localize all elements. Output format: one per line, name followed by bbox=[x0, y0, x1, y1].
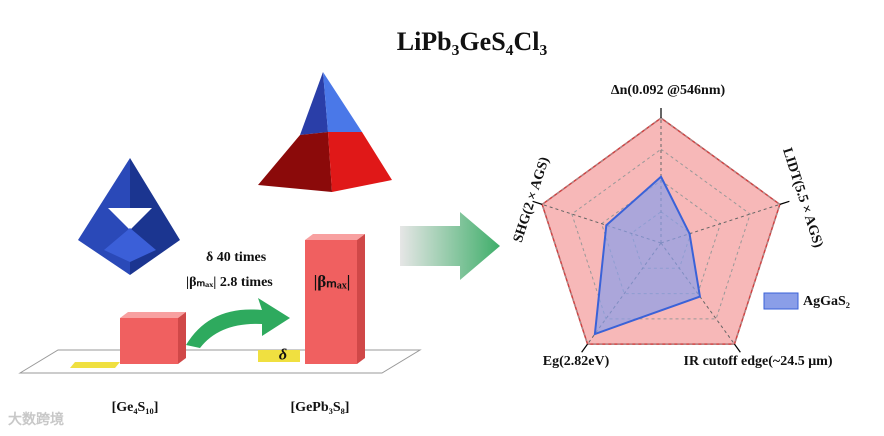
watermark: 大数跨境 bbox=[8, 411, 64, 428]
axis-label: SHG(2 × AGS) bbox=[511, 155, 553, 244]
axis-tip bbox=[779, 200, 790, 205]
axis-label: Δn(0.092 @546nm) bbox=[611, 83, 726, 98]
axis-label: Eg(2.82eV) bbox=[543, 354, 610, 369]
green-arrow bbox=[186, 298, 290, 348]
bar-delta-label: δ bbox=[279, 347, 287, 364]
grid-ring bbox=[571, 148, 751, 320]
title: LiPb₃GeS₄Cl₃ bbox=[397, 27, 548, 56]
bar-beta-label: |βₘₐₓ| bbox=[314, 272, 351, 291]
legend-label: AgGaS₂ bbox=[803, 294, 850, 309]
legend-swatch bbox=[763, 292, 799, 310]
axis-label: LIDT(5.5 × AGS) bbox=[779, 146, 826, 250]
series-area bbox=[593, 175, 702, 336]
axis-tip bbox=[733, 343, 741, 353]
delta-note: δ 40 times bbox=[206, 250, 267, 265]
big-arrow bbox=[400, 212, 500, 280]
axis-tip bbox=[532, 200, 543, 205]
beta-bar bbox=[305, 240, 357, 364]
delta-bar bbox=[70, 362, 120, 368]
axis-tip bbox=[581, 343, 589, 353]
radar-chart: Δn(0.092 @546nm) LIDT(5.5 × AGS) IR cutoff… bbox=[511, 83, 850, 369]
beta-note: |βₘₐₓ| 2.8 times bbox=[186, 275, 273, 290]
blue-tetrahedron bbox=[78, 158, 180, 275]
grid-ring bbox=[541, 117, 781, 345]
beta-bar bbox=[120, 318, 178, 364]
axis-label: IR cutoff edge(~24.5 μm) bbox=[684, 354, 833, 369]
group-label: [Ge₄S₁₀] bbox=[112, 400, 159, 415]
delta-bar bbox=[258, 350, 300, 362]
group-label: [GePb₃S₈] bbox=[291, 400, 350, 415]
grid-ring bbox=[600, 179, 722, 295]
red-tetrahedron bbox=[258, 72, 392, 192]
